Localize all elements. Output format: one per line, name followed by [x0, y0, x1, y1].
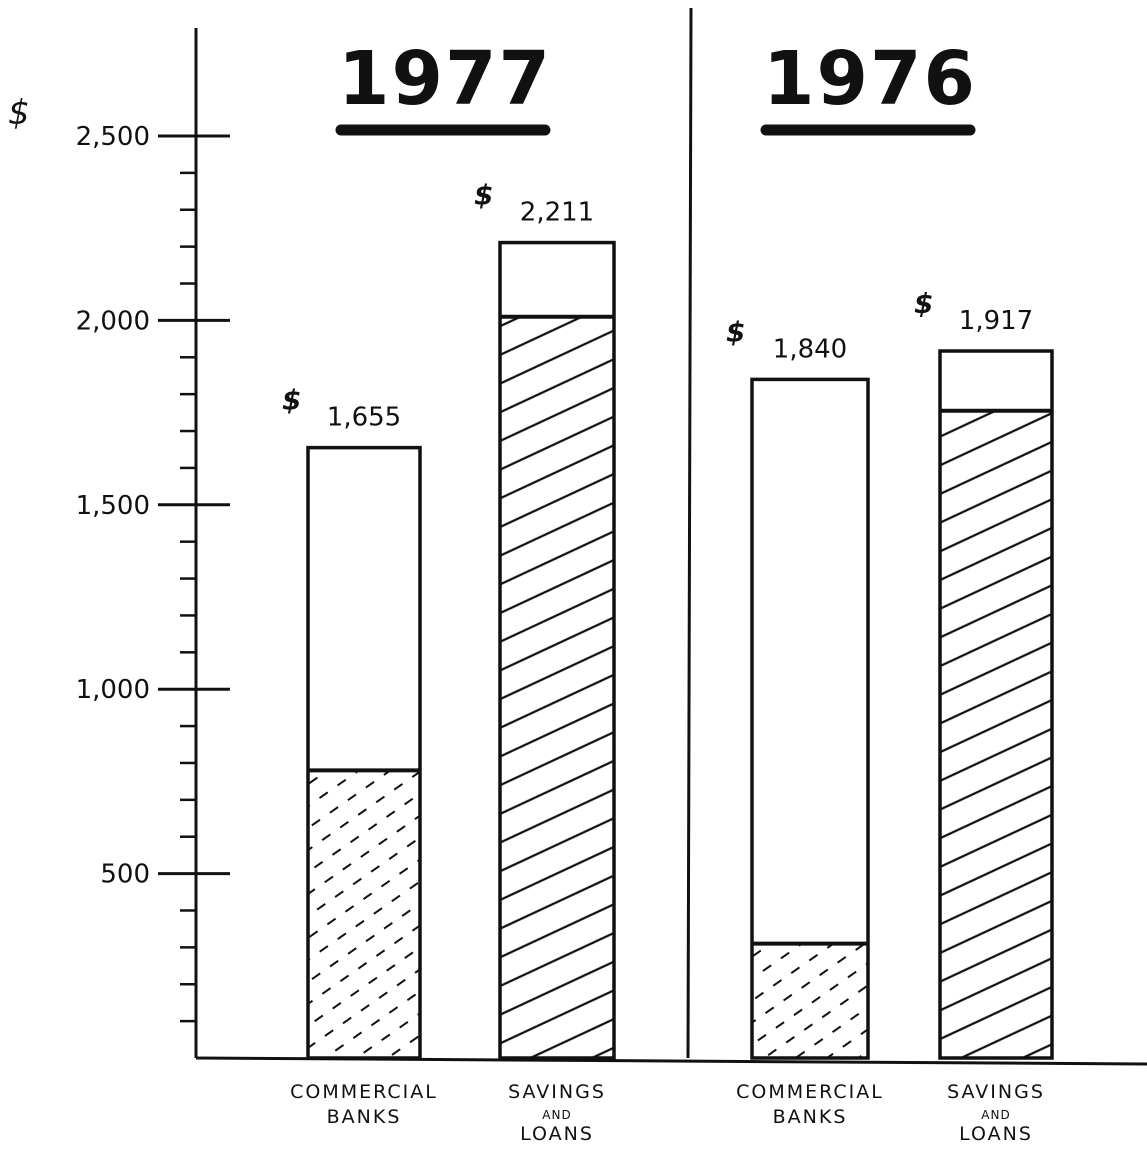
group-title: 1977 [338, 36, 552, 122]
bar-value-label: 2,211 [520, 198, 594, 228]
panel-divider [686, 7, 693, 1059]
category-label: AND [981, 1108, 1010, 1122]
bars-layer: $1,655 $2,211 $1,840 $1,917 [282, 179, 1054, 1060]
bar-segment-open [752, 379, 868, 944]
category-label: LOANS [959, 1123, 1033, 1145]
bar-segment-open [940, 351, 1052, 411]
bar-segment-open [308, 447, 420, 771]
category-label: BANKS [327, 1106, 402, 1128]
y-minor-ticks [180, 171, 196, 1023]
category-label: BANKS [773, 1106, 848, 1128]
group-title: 1976 [763, 36, 977, 122]
category-label: AND [542, 1108, 571, 1122]
y-tick-label: 500 [100, 860, 150, 890]
category-label: SAVINGS [508, 1081, 606, 1103]
bar-value-label: 1,917 [959, 306, 1033, 336]
y-tick-label: 2,000 [76, 306, 150, 336]
bar-segment-hatched [752, 943, 868, 1058]
bar-segment-hatched [308, 770, 420, 1058]
y-major-ticks: 500 1,000 1,500 2,000 2,500 [76, 122, 230, 890]
bar-segment-open [500, 242, 614, 317]
bar-value-currency: $ [726, 315, 745, 348]
category-label: LOANS [520, 1123, 594, 1145]
bar-value-label: 1,840 [773, 334, 847, 364]
bar-value-currency: $ [914, 287, 933, 320]
category-label: COMMERCIAL [736, 1081, 884, 1103]
category-labels: COMMERCIALBANKSSAVINGSANDLOANSCOMMERCIAL… [290, 1081, 1045, 1145]
y-tick-label: 1,500 [76, 491, 150, 521]
bar-value-currency: $ [282, 384, 301, 417]
bar-outline [306, 445, 422, 1060]
group-titles: 1977 1976 [335, 36, 977, 136]
bar-value-label: 1,655 [327, 403, 401, 433]
y-tick-label: 2,500 [76, 122, 150, 152]
bar-segment-hatched [500, 316, 614, 1058]
category-label: SAVINGS [947, 1081, 1045, 1103]
bar-outline [938, 349, 1054, 1060]
bar-outline [750, 377, 870, 1060]
category-label: COMMERCIAL [290, 1081, 438, 1103]
bar-outline [498, 240, 616, 1060]
y-tick-label: 1,000 [76, 675, 150, 705]
bar-segment-hatched [940, 410, 1052, 1059]
bar-value-currency: $ [474, 179, 493, 212]
y-axis-unit-label: $ [8, 93, 30, 133]
